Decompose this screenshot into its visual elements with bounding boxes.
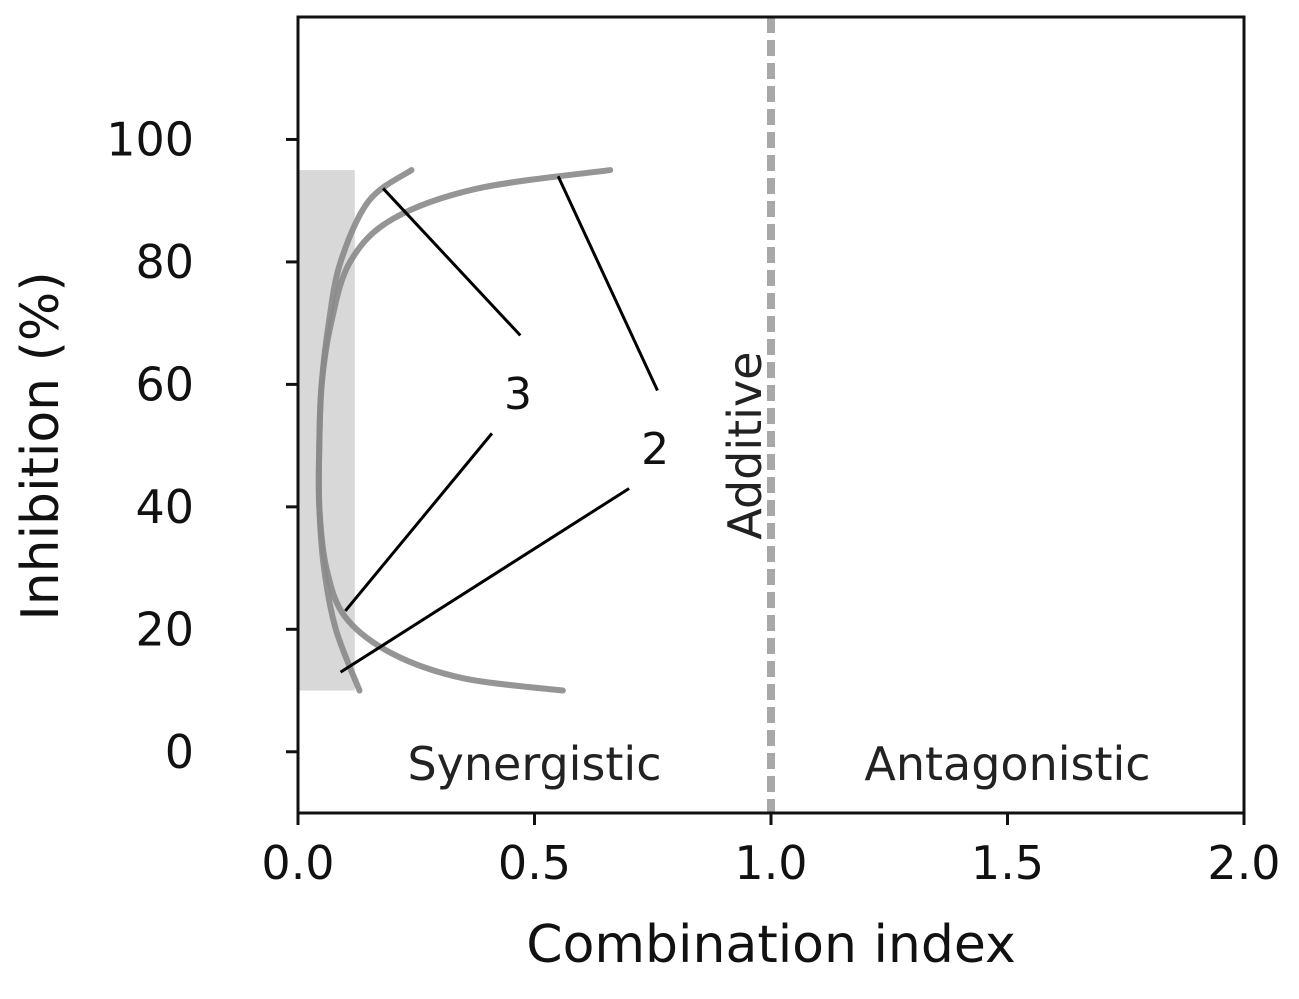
series-curve-2 <box>315 167 614 694</box>
leader-line-3-2 <box>344 432 494 612</box>
y-tick-label: 60 <box>135 357 194 411</box>
leader-line-2-1 <box>556 175 659 392</box>
x-tick-label: 0.0 <box>261 836 334 890</box>
additive-label: Additive <box>718 352 772 540</box>
region-label-antagonistic: Antagonistic <box>864 737 1150 791</box>
y-tick-label: 0 <box>165 725 194 779</box>
curve-label-2: 2 <box>641 424 669 475</box>
y-tick-label: 40 <box>135 480 194 534</box>
y-tick-label: 100 <box>106 112 194 166</box>
x-tick-label: 0.5 <box>498 836 571 890</box>
y-tick-label: 80 <box>135 235 194 289</box>
region-label-synergistic: Synergistic <box>407 737 661 791</box>
y-tick-label: 20 <box>135 602 194 656</box>
x-tick-label: 2.0 <box>1207 836 1280 890</box>
leader-line-3-1 <box>382 187 522 337</box>
x-axis-title: Combination index <box>526 915 1015 975</box>
leader-line-2-2 <box>339 487 630 674</box>
series-curve-3 <box>315 167 415 694</box>
curve-label-3: 3 <box>504 369 532 420</box>
x-tick-label: 1.5 <box>971 836 1044 890</box>
y-axis-title: Inhibition (%) <box>11 271 71 620</box>
x-tick-label: 1.0 <box>734 836 807 890</box>
